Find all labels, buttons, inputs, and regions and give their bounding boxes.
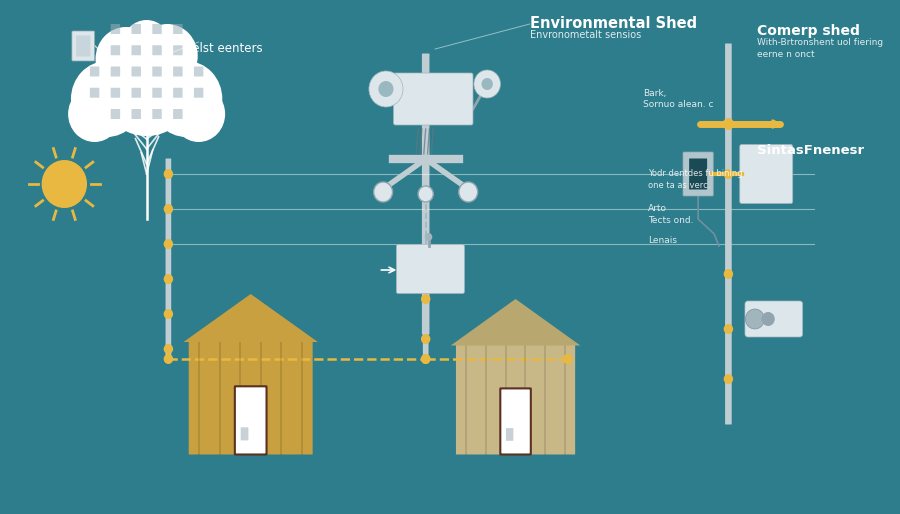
FancyBboxPatch shape <box>393 73 473 125</box>
FancyBboxPatch shape <box>194 66 203 77</box>
Circle shape <box>724 374 733 384</box>
Polygon shape <box>184 294 318 342</box>
Circle shape <box>482 78 493 90</box>
FancyBboxPatch shape <box>173 66 183 77</box>
FancyBboxPatch shape <box>725 44 732 425</box>
FancyBboxPatch shape <box>111 109 120 119</box>
Circle shape <box>41 160 87 208</box>
FancyBboxPatch shape <box>740 144 793 204</box>
Circle shape <box>369 71 403 107</box>
FancyBboxPatch shape <box>506 428 513 441</box>
Circle shape <box>137 24 198 88</box>
FancyBboxPatch shape <box>152 24 162 34</box>
FancyBboxPatch shape <box>111 45 120 55</box>
FancyBboxPatch shape <box>423 293 428 359</box>
FancyBboxPatch shape <box>90 66 99 77</box>
Circle shape <box>459 182 478 202</box>
FancyBboxPatch shape <box>173 109 183 119</box>
FancyBboxPatch shape <box>131 24 141 34</box>
FancyBboxPatch shape <box>189 341 312 454</box>
Text: Arto
Tects ond.: Arto Tects ond. <box>648 204 694 225</box>
FancyBboxPatch shape <box>131 109 141 119</box>
FancyBboxPatch shape <box>194 88 203 98</box>
FancyBboxPatch shape <box>111 88 120 98</box>
FancyBboxPatch shape <box>131 66 141 77</box>
Text: Envronometalt sensios: Envronometalt sensios <box>530 30 641 40</box>
Circle shape <box>421 294 430 304</box>
FancyBboxPatch shape <box>500 389 531 454</box>
Circle shape <box>164 309 173 319</box>
Circle shape <box>95 27 156 91</box>
Circle shape <box>421 354 430 364</box>
FancyBboxPatch shape <box>131 45 141 55</box>
Circle shape <box>421 354 430 364</box>
Text: Yodr dentdes fu bining
one ta as verc.: Yodr dentdes fu bining one ta as verc. <box>648 169 742 191</box>
FancyBboxPatch shape <box>152 66 162 77</box>
FancyBboxPatch shape <box>131 88 141 98</box>
Circle shape <box>418 186 433 202</box>
FancyBboxPatch shape <box>152 88 162 98</box>
Circle shape <box>425 233 432 241</box>
Circle shape <box>164 239 173 249</box>
Circle shape <box>68 86 122 142</box>
FancyBboxPatch shape <box>152 45 162 55</box>
Circle shape <box>562 354 572 364</box>
FancyBboxPatch shape <box>166 158 171 359</box>
Circle shape <box>724 269 733 279</box>
FancyBboxPatch shape <box>90 88 99 98</box>
Text: Lenais: Lenais <box>648 236 677 245</box>
Text: Environmental Shed: Environmental Shed <box>530 16 697 31</box>
FancyBboxPatch shape <box>235 387 266 454</box>
Circle shape <box>724 169 733 179</box>
FancyBboxPatch shape <box>173 24 183 34</box>
FancyBboxPatch shape <box>111 66 120 77</box>
FancyBboxPatch shape <box>422 53 429 335</box>
Circle shape <box>724 324 733 334</box>
Polygon shape <box>451 299 580 345</box>
Circle shape <box>172 86 225 142</box>
Circle shape <box>122 20 171 72</box>
Circle shape <box>71 61 143 137</box>
Text: Bark,
Sornuo alean. c: Bark, Sornuo alean. c <box>644 89 714 109</box>
Circle shape <box>164 169 173 179</box>
Circle shape <box>745 309 764 329</box>
Circle shape <box>474 70 500 98</box>
FancyBboxPatch shape <box>240 427 248 440</box>
Circle shape <box>164 344 173 354</box>
Circle shape <box>164 354 173 364</box>
Circle shape <box>97 32 196 136</box>
Circle shape <box>150 61 222 137</box>
FancyBboxPatch shape <box>173 45 183 55</box>
FancyBboxPatch shape <box>152 109 162 119</box>
Text: Comerp shed: Comerp shed <box>757 24 860 38</box>
FancyBboxPatch shape <box>72 31 94 61</box>
Circle shape <box>421 334 430 344</box>
Circle shape <box>164 204 173 214</box>
Circle shape <box>164 274 173 284</box>
Circle shape <box>761 312 775 326</box>
FancyBboxPatch shape <box>173 88 183 98</box>
FancyBboxPatch shape <box>456 345 575 454</box>
Text: SintasFnenesr: SintasFnenesr <box>757 144 864 157</box>
Text: With-Brtronshent uol fiering
eerne n onct: With-Brtronshent uol fiering eerne n onc… <box>757 38 883 59</box>
FancyBboxPatch shape <box>76 35 90 57</box>
Text: Celst eenters: Celst eenters <box>184 42 263 55</box>
FancyBboxPatch shape <box>689 158 707 190</box>
Circle shape <box>378 81 393 97</box>
FancyBboxPatch shape <box>111 24 120 34</box>
Circle shape <box>374 182 392 202</box>
Circle shape <box>723 118 734 130</box>
FancyBboxPatch shape <box>396 245 464 293</box>
FancyBboxPatch shape <box>745 301 803 337</box>
FancyBboxPatch shape <box>683 152 714 196</box>
